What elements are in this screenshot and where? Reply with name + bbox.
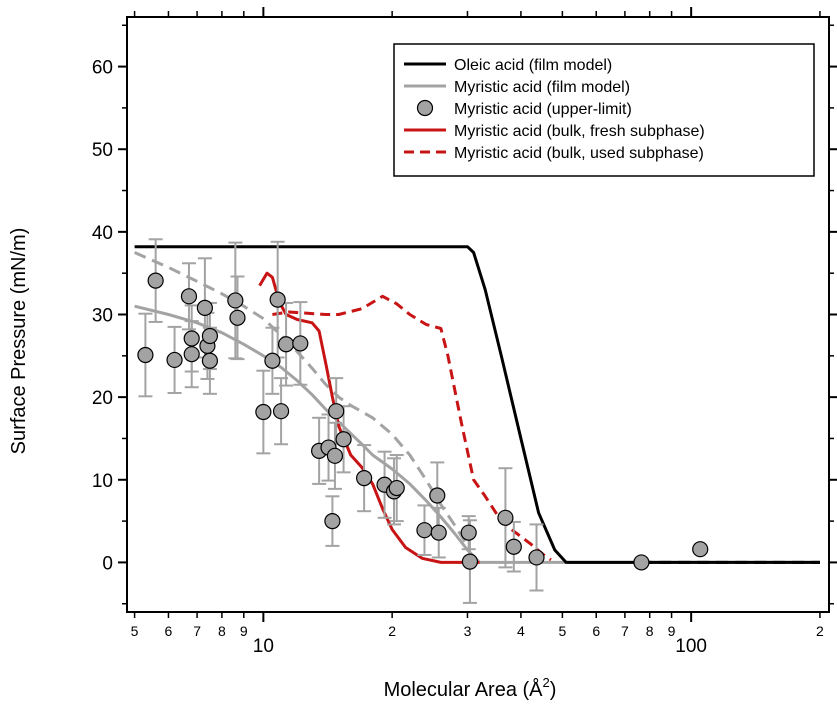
data-point [137, 346, 154, 364]
data-point [227, 292, 244, 309]
series-layer [133, 238, 820, 604]
legend-label: Oleic acid (film model) [454, 57, 612, 74]
data-point [356, 470, 373, 487]
x-minor-tick-label: 6 [592, 623, 600, 639]
data-point [201, 327, 219, 345]
x-major-tick-label: 10 [253, 636, 274, 657]
x-minor-tick-label: 8 [218, 623, 226, 639]
legend-box [393, 43, 815, 177]
x-axis-title-superscript: 2 [543, 675, 550, 690]
data-point [269, 291, 286, 308]
y-tick-label: 50 [92, 140, 113, 161]
data-point [166, 351, 183, 369]
x-major-tick-label: 100 [675, 636, 707, 657]
data-point [692, 541, 709, 558]
y-tick-label: 0 [102, 553, 113, 574]
data-point [388, 479, 405, 497]
series-myristic-acid-bulk-fresh-subphase [258, 271, 480, 564]
x-axis-title-main: Molecular Area (Å [384, 678, 544, 701]
y-tick-label: 10 [92, 471, 113, 492]
x-axis-title-end: ) [550, 679, 557, 701]
data-point [272, 403, 290, 420]
data-point [183, 346, 200, 363]
data-point [264, 352, 281, 369]
data-point [147, 272, 164, 289]
data-point [633, 554, 650, 571]
data-point [429, 487, 446, 504]
data-point [326, 447, 344, 464]
data-point [328, 403, 345, 420]
data-point [335, 431, 352, 448]
x-axis-title: Molecular Area (Å2) [384, 675, 557, 701]
data-point [196, 299, 213, 316]
data-point [497, 509, 514, 526]
data-point [460, 524, 477, 541]
data-point [229, 309, 246, 326]
data-point [528, 549, 545, 566]
x-minor-tick-label: 9 [240, 623, 248, 639]
legend-label: Myristic acid (bulk, fresh subphase) [454, 123, 705, 140]
x-minor-tick-label: 2 [388, 623, 396, 639]
series-myristic-acid-film-model [134, 304, 820, 564]
data-point [461, 553, 479, 570]
data-point [505, 538, 522, 555]
x-minor-tick-label: 3 [464, 623, 472, 639]
legend-swatch-marker [416, 99, 434, 117]
y-axis: 0 10 20 30 40 50 60 [92, 24, 837, 605]
data-point [324, 512, 341, 530]
legend-label: Myristic acid (upper-limit) [454, 101, 632, 118]
legend: Oleic acid (film model) Myristic acid (fi… [393, 43, 815, 177]
y-tick-label: 40 [92, 223, 113, 244]
data-point [430, 524, 447, 541]
y-tick-label: 30 [92, 306, 113, 327]
data-point [255, 403, 272, 421]
x-minor-tick-label: 8 [646, 623, 654, 639]
data-point [201, 352, 219, 369]
x-minor-tick-label: 7 [193, 623, 201, 639]
legend-label: Myristic acid (film model) [454, 79, 630, 96]
x-minor-tick-label: 6 [165, 623, 173, 639]
data-point [183, 330, 200, 347]
data-point [416, 522, 433, 539]
y-tick-label: 60 [92, 58, 113, 79]
x-minor-tick-label: 5 [558, 623, 566, 639]
x-minor-tick-label: 4 [517, 623, 525, 639]
y-tick-label: 20 [92, 388, 113, 409]
x-minor-tick-label: 5 [131, 623, 139, 639]
series-myristic-acid-bulk-used-subphase [272, 294, 552, 562]
legend-label: Myristic acid (bulk, used subphase) [454, 145, 704, 162]
x-minor-tick-label: 7 [621, 623, 629, 639]
data-point [277, 336, 295, 353]
series-oleic-acid-film-model [134, 245, 820, 564]
data-point [292, 335, 309, 352]
y-axis-title: Surface Pressure (mN/m) [8, 228, 30, 455]
data-point [180, 288, 198, 305]
x-minor-tick-label: 9 [668, 623, 676, 639]
x-minor-tick-label: 2 [816, 623, 824, 639]
